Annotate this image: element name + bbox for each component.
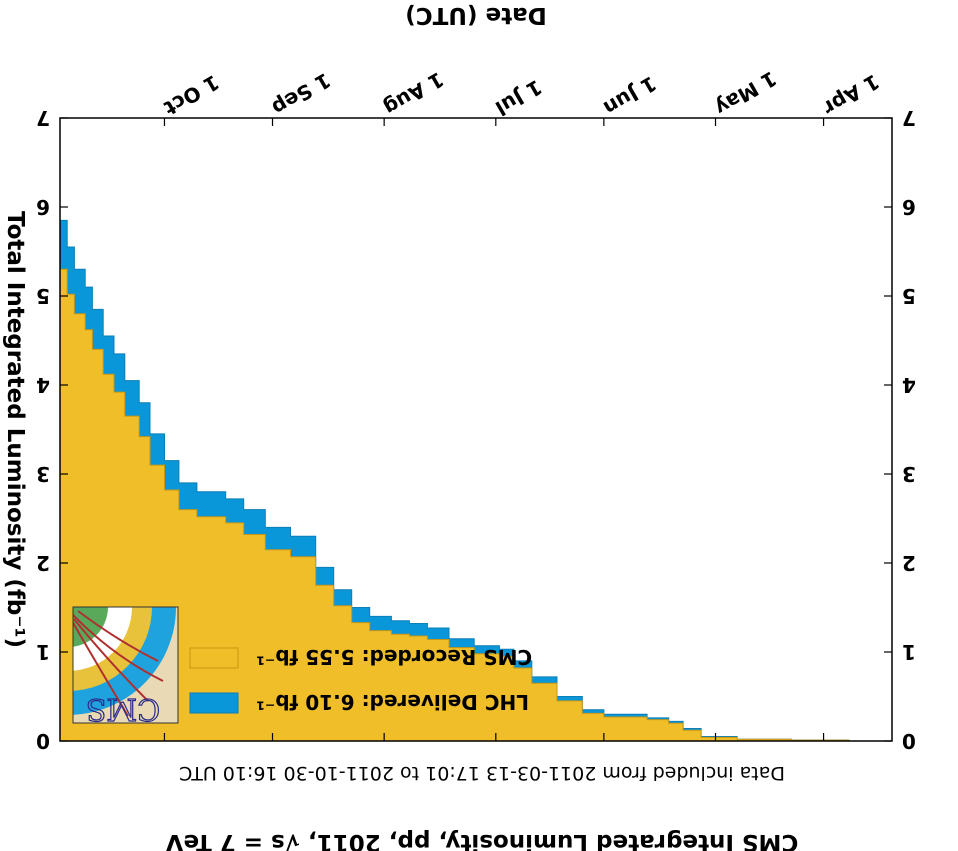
y-tick-label-right: 5	[36, 284, 50, 308]
legend-label-recorded: CMS Recorded: 5.55 fb⁻¹	[256, 645, 532, 669]
y-tick-label-left: 5	[902, 284, 916, 308]
y-tick-label-right: 1	[36, 640, 50, 664]
y-tick-label-right: 3	[36, 462, 50, 486]
y-tick-label-right: 6	[36, 195, 50, 219]
legend: LHC Delivered: 6.10 fb⁻¹ CMS Recorded: 5…	[189, 645, 532, 714]
y-tick-label-left: 7	[902, 106, 916, 130]
y-tick-label-right: 2	[36, 551, 50, 575]
x-tick-label: 1 May	[711, 66, 781, 120]
y-tick-label-left: 6	[902, 195, 916, 219]
x-axis-title: Date (UTC)	[405, 2, 546, 28]
x-tick-label: 1 Oct	[160, 70, 224, 121]
x-tick-label: 1 Aug	[380, 67, 448, 120]
legend-swatch-delivered	[189, 692, 239, 714]
y-tick-label-left: 4	[902, 373, 916, 397]
y-tick-label-left: 3	[902, 462, 916, 486]
y-tick-label-right: 0	[36, 729, 50, 753]
plot-frame	[59, 117, 893, 742]
y-axis-title: Total Integrated Luminosity (fb⁻¹)	[2, 211, 28, 648]
legend-label-delivered: LHC Delivered: 6.10 fb⁻¹	[256, 690, 529, 714]
y-tick-label-left: 0	[902, 729, 916, 753]
x-tick-label: 1 Jul	[491, 75, 546, 120]
y-tick-label-right: 4	[36, 373, 50, 397]
y-tick-label-left: 2	[902, 551, 916, 575]
chart-subtitle: Data included from 2011-03-13 17:01 to 2…	[179, 762, 785, 784]
chart-title: CMS Integrated Luminosity, pp, 2011, √s …	[165, 829, 798, 851]
y-tick-label-right: 7	[36, 106, 50, 130]
cms-logo-text: CMS	[86, 691, 160, 726]
y-tick-label-left: 1	[902, 640, 916, 664]
legend-swatch-recorded	[189, 647, 239, 669]
cms-logo: CMS	[72, 606, 179, 726]
x-tick-label: 1 Jun	[599, 71, 660, 120]
x-tick-label: 1 Apr	[819, 69, 884, 120]
x-tick-label: 1 Sep	[268, 68, 335, 120]
series-area-recorded	[59, 247, 892, 742]
